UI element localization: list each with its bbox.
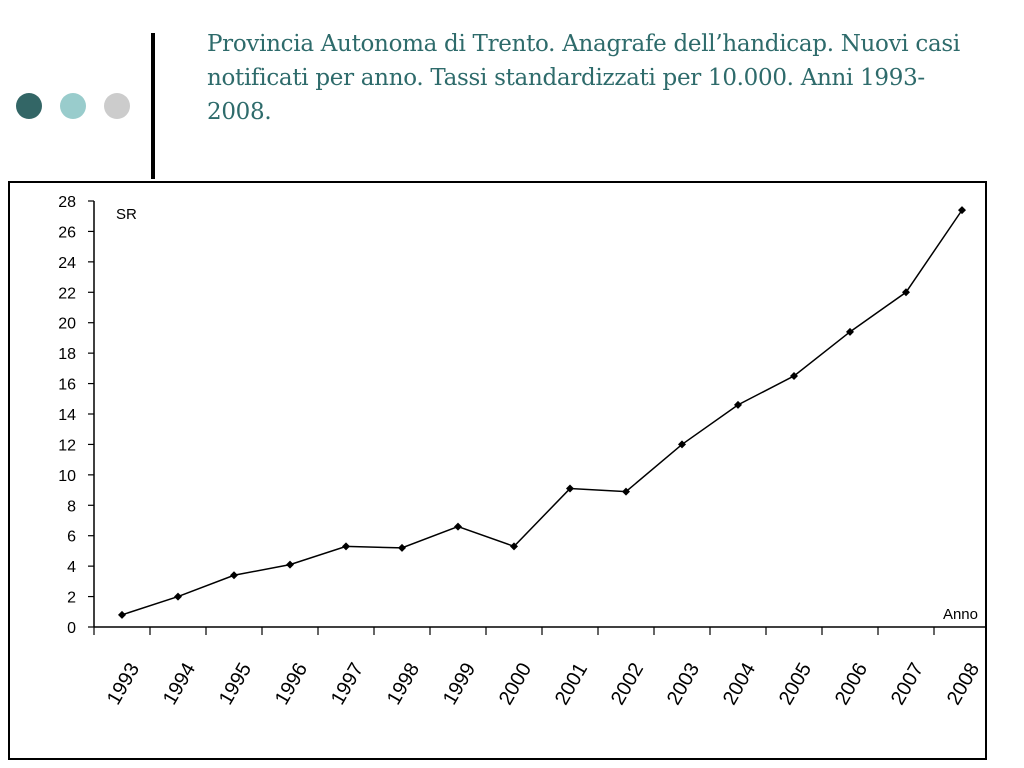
x-tick-label: 1995 <box>215 659 256 709</box>
data-point <box>286 560 294 569</box>
y-tick-label: 28 <box>58 194 76 211</box>
y-tick-label: 2 <box>67 590 76 607</box>
x-tick-label: 2001 <box>551 659 592 709</box>
data-point <box>174 592 182 601</box>
slide-title: Provincia Autonoma di Trento. Anagrafe d… <box>207 31 960 125</box>
dot-light <box>60 93 86 119</box>
chart-frame: 0 2 4 6 8 10 12 14 16 18 20 22 24 26 28 1993 1994 1995 199… <box>8 181 987 760</box>
y-tick-label: 6 <box>67 529 76 546</box>
data-point <box>510 542 518 551</box>
x-tick-label: 2005 <box>775 659 816 709</box>
y-tick-label: 14 <box>58 407 76 424</box>
y-tick-label: 4 <box>67 559 76 576</box>
x-tick-label: 1994 <box>159 659 200 709</box>
x-tick-label: 2000 <box>495 659 536 709</box>
x-axis-label: Anno <box>943 606 978 623</box>
y-tick-label: 12 <box>58 437 76 454</box>
y-tick-label: 22 <box>58 285 76 302</box>
data-point <box>342 542 350 551</box>
data-point <box>734 400 742 409</box>
x-tick-label: 2006 <box>831 659 872 709</box>
data-point <box>118 610 126 619</box>
series-line <box>121 209 963 616</box>
y-tick-label: 10 <box>58 468 76 485</box>
y-tick-label: 0 <box>67 620 76 637</box>
data-point <box>454 522 462 531</box>
data-point <box>902 288 910 297</box>
x-tick-label: 2004 <box>719 659 760 709</box>
x-tick-label: 2002 <box>607 659 648 709</box>
y-tick-label: 8 <box>67 498 76 515</box>
data-point <box>230 571 238 580</box>
data-point <box>622 487 630 496</box>
data-point <box>846 327 854 336</box>
x-tick-label: 1993 <box>103 659 144 709</box>
y-tick-label: 20 <box>58 316 76 333</box>
y-tick-label: 24 <box>58 255 76 272</box>
x-tick-label: 1997 <box>327 659 368 709</box>
title-separator-bar <box>151 33 155 179</box>
y-tick-label: 16 <box>58 377 76 394</box>
dot-dark <box>16 93 42 119</box>
y-axis-label: SR <box>116 206 137 223</box>
x-tick-label: 2008 <box>943 659 984 709</box>
x-tick-label: 1996 <box>271 659 312 709</box>
data-point <box>678 440 686 449</box>
x-tick-label: 2003 <box>663 659 704 709</box>
dot-grey <box>104 93 130 119</box>
decorative-dots <box>16 93 130 119</box>
x-tick-label: 1998 <box>383 659 424 709</box>
data-point <box>566 484 574 493</box>
data-point <box>790 371 798 380</box>
x-tick-label: 1999 <box>439 659 480 709</box>
y-tick-label: 18 <box>58 346 76 363</box>
y-tick-label: 26 <box>58 224 76 241</box>
x-tick-label: 2007 <box>887 659 928 709</box>
data-point <box>398 543 406 552</box>
data-point <box>958 206 966 215</box>
